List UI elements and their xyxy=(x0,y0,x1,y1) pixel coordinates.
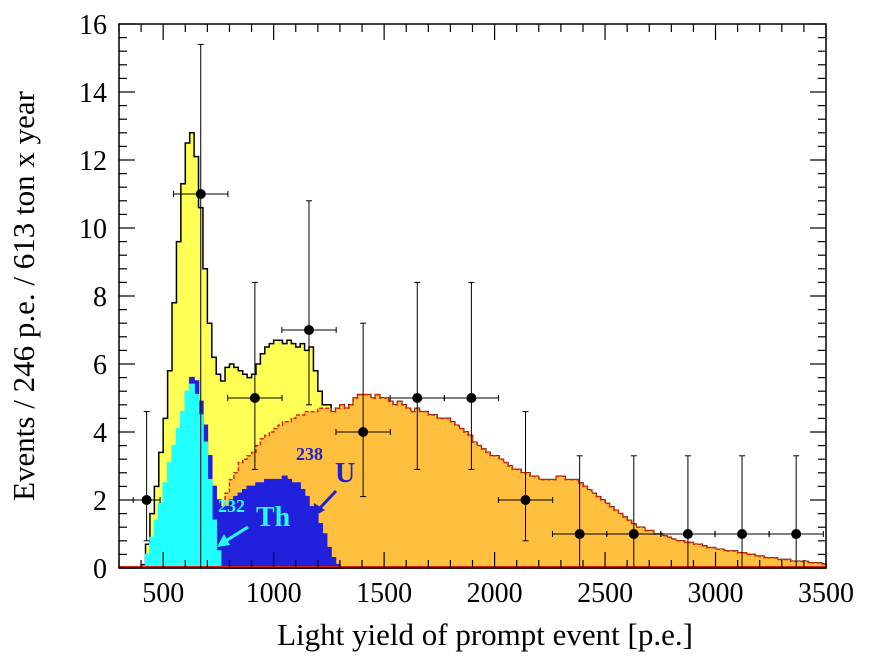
x-tick-label: 3000 xyxy=(688,578,744,609)
data-marker xyxy=(141,495,152,505)
x-tick-label: 1000 xyxy=(246,578,302,609)
th232-arrowhead xyxy=(217,534,230,547)
data-marker xyxy=(737,529,748,539)
x-tick-label: 2500 xyxy=(577,578,633,609)
th232-annotation: 232 Th xyxy=(217,496,291,547)
y-tick-label: 10 xyxy=(79,214,107,245)
x-tick-label: 3500 xyxy=(798,578,854,609)
data-point xyxy=(443,281,500,470)
data-marker xyxy=(304,325,315,335)
data-point xyxy=(173,43,229,569)
y-tick-label: 14 xyxy=(79,78,107,109)
series-th232-histogram xyxy=(119,383,226,569)
data-marker xyxy=(412,393,423,403)
y-tick-label: 2 xyxy=(93,486,107,517)
data-marker xyxy=(628,529,639,539)
th232-mass-number: 232 xyxy=(218,496,245,516)
data-point xyxy=(227,281,283,470)
data-points-layer xyxy=(132,43,824,569)
y-tick-label: 4 xyxy=(93,418,107,449)
axis-ticks-layer: 500 1000 1500 2000 2500 3000 3500 0 2 4 6 8 10 12 14 16 xyxy=(79,10,854,609)
data-point xyxy=(335,322,391,498)
y-tick-label: 16 xyxy=(79,10,107,41)
data-point xyxy=(714,455,770,569)
data-marker xyxy=(358,427,369,437)
th232-label: Th xyxy=(256,502,291,533)
u238-mass-number: 238 xyxy=(296,444,323,464)
y-tick-label: 8 xyxy=(93,282,107,313)
data-marker xyxy=(682,529,693,539)
x-axis-title: Light yield of prompt event [p.e.] xyxy=(277,617,693,652)
u238-label: U xyxy=(335,458,355,489)
data-marker xyxy=(791,529,802,539)
data-marker xyxy=(574,529,585,539)
data-marker xyxy=(520,495,531,505)
x-tick-label: 2000 xyxy=(467,578,523,609)
x-tick-label: 500 xyxy=(142,578,184,609)
data-marker xyxy=(466,393,477,403)
data-point xyxy=(768,455,824,569)
data-point xyxy=(606,455,662,569)
data-marker xyxy=(195,189,206,199)
data-point xyxy=(497,411,554,542)
x-tick-label: 1500 xyxy=(356,578,412,609)
y-axis-title: Events / 246 p.e. / 613 ton x year xyxy=(6,90,41,500)
data-point xyxy=(389,281,445,470)
th232-arrow xyxy=(223,525,249,544)
data-point xyxy=(281,200,337,406)
y-tick-label: 12 xyxy=(79,146,107,177)
series-layer xyxy=(119,132,827,569)
u238-annotation: 238 U xyxy=(296,444,355,517)
u238-arrowhead xyxy=(313,503,325,517)
data-marker xyxy=(249,393,260,403)
y-tick-label: 6 xyxy=(93,350,107,381)
y-tick-label: 0 xyxy=(93,554,107,585)
u238-arrow xyxy=(316,489,338,512)
